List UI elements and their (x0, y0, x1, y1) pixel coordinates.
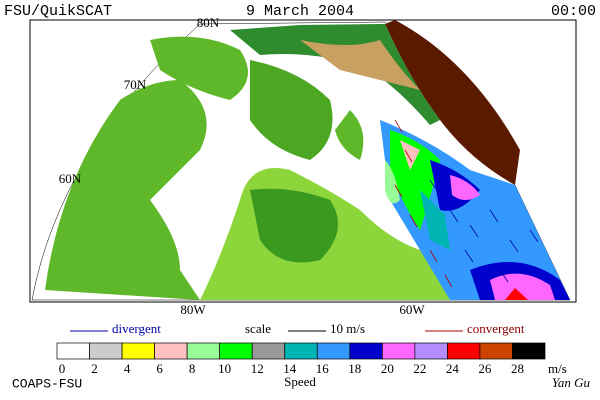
legend-scale-value: 10 m/s (330, 321, 365, 336)
colorbar-box (479, 342, 513, 360)
colorbar-box (219, 342, 253, 360)
colorbar-label: Speed (284, 374, 316, 389)
colorbar-tick-label: 16 (316, 361, 330, 376)
colorbar-tick-label: 22 (413, 361, 426, 376)
colorbar-tick-label: 0 (59, 361, 66, 376)
colorbar-tick-label: 24 (446, 361, 460, 376)
colorbar-tick-label: 18 (348, 361, 361, 376)
footer-left: COAPS-FSU (12, 376, 82, 391)
footer-right: Yan Gu (552, 375, 591, 390)
colorbar-tick-label: 28 (511, 361, 524, 376)
lon-label: 60W (399, 302, 425, 317)
colorbar-box (154, 342, 188, 360)
colorbar-tick-label: 20 (381, 361, 394, 376)
lat-label: 70N (124, 77, 147, 92)
colorbar-tick-label: 12 (251, 361, 264, 376)
legend-convergent: convergent (467, 321, 525, 336)
legend-divergent: divergent (112, 321, 161, 336)
colorbar-box (56, 342, 90, 360)
lat-label: 80N (197, 15, 220, 30)
colorbar-tick-label: 26 (478, 361, 492, 376)
colorbar-tick-label: 2 (91, 361, 98, 376)
colorbar-box (251, 342, 286, 360)
colorbar-tick-label: 8 (189, 361, 196, 376)
colorbar-box (186, 342, 221, 360)
header-left: FSU/QuikSCAT (4, 3, 112, 20)
colorbar-unit: m/s (548, 361, 567, 376)
colorbar-tick-label: 10 (218, 361, 231, 376)
colorbar-box (381, 342, 416, 360)
map-content (31, 20, 571, 301)
colorbar-box (447, 342, 481, 360)
legend-scale: scale (245, 321, 271, 336)
colorbar-box (284, 342, 318, 360)
colorbar-box (89, 342, 123, 360)
header-right: 00:00 (551, 3, 596, 20)
colorbar-tick-label: 14 (283, 361, 297, 376)
colorbar-box (349, 342, 383, 360)
colorbar-box (512, 342, 546, 360)
colorbar-box (316, 342, 351, 360)
lat-label: 60N (59, 171, 82, 186)
colorbar-tick-label: 6 (156, 361, 163, 376)
header-center: 9 March 2004 (246, 3, 354, 20)
colorbar-tick-label: 4 (124, 361, 131, 376)
lon-label: 80W (180, 302, 206, 317)
colorbar-box (121, 342, 155, 360)
colorbar-box (414, 342, 448, 360)
